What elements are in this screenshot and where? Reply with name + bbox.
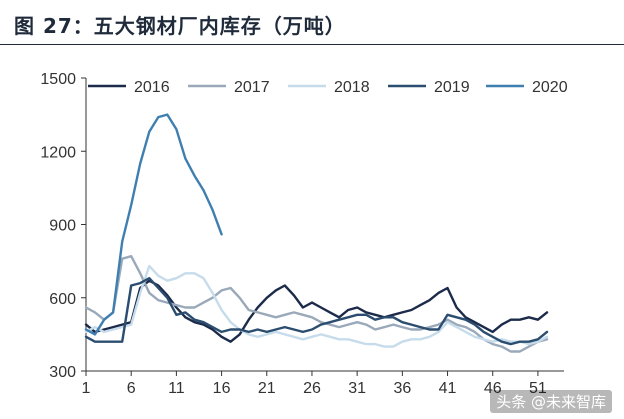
figure-header: 图 27：五大钢材厂内库存（万吨） [0,0,624,46]
x-tick-label: 51 [529,380,547,397]
x-tick-label: 1 [82,380,91,397]
watermark: 头条 @未来智库 [490,390,612,413]
x-tick-label: 21 [258,380,276,397]
legend-label-2019: 2019 [434,79,470,96]
title-divider [0,44,624,45]
x-tick-label: 46 [484,380,502,397]
y-tick-label: 600 [49,291,76,308]
series-line-2016 [84,279,549,343]
series-line-2018 [84,264,549,348]
series-line-2019 [84,276,549,346]
x-tick-label: 36 [393,380,411,397]
x-tick-label: 11 [168,380,185,397]
y-tick-label: 900 [49,218,76,235]
x-tick-label: 6 [127,380,136,397]
legend-label-2020: 2020 [532,79,568,96]
x-tick-label: 16 [213,380,231,397]
legend-label-2018: 2018 [334,79,370,96]
series-line-2020 [84,113,223,336]
y-tick-label: 1200 [40,144,76,161]
figure-title: 图 27：五大钢材厂内库存（万吨） [14,14,346,38]
legend-label-2017: 2017 [234,79,270,96]
legend-label-2016: 2016 [134,79,170,96]
y-tick-label: 300 [49,364,76,381]
y-tick-label: 1500 [40,71,76,88]
x-tick-label: 26 [303,380,321,397]
x-tick-label: 31 [348,380,366,397]
series-line-2017 [84,254,549,353]
x-tick-label: 41 [439,380,457,397]
